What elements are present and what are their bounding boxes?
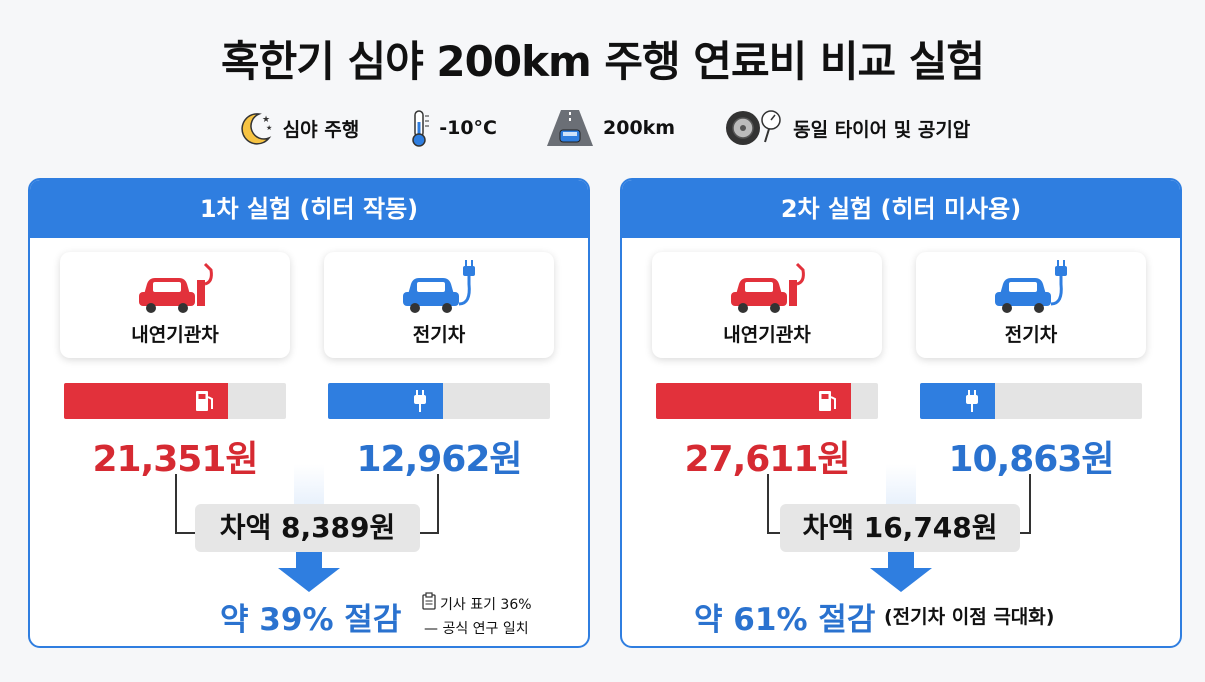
condition-label: 동일 타이어 및 공기압 [793,118,971,141]
condition-label: 200km [603,117,676,139]
ice-car-card: 내연기관차 [60,252,290,358]
ev-card: 전기차 [324,252,554,358]
fuel-pump-icon [196,391,214,411]
difference-box: 차액 16,748원 [780,504,1020,552]
note-article: 기사 표기 36% [440,597,532,613]
ice-cost-bar [656,383,878,419]
condition-distance: 200km [545,108,675,148]
ev-card: 전기차 [916,252,1146,358]
condition-tire: 동일 타이어 및 공기압 [723,108,970,148]
ev-cost-bar-fill [920,383,996,419]
ice-cost-value: 21,351원 [92,439,258,480]
saving-value: 약 39% 절감 [220,602,402,638]
road-icon [545,108,595,148]
ev-cost-bar-fill [328,383,444,419]
saving-note: (전기차 이점 극대화) [884,606,1055,628]
experiment-2-panel: 2차 실험 (히터 미사용) 내연기관차 [620,178,1182,648]
ice-car-card: 내연기관차 [652,252,882,358]
condition-label: -10°C [439,117,498,139]
test-conditions: ★ ★ 심야 주행 -10°C 20 [0,108,1205,148]
ice-cost-bar-fill [64,383,229,419]
ice-car-label: 내연기관차 [723,324,811,346]
ev-cost-value: 10,863원 [948,439,1114,480]
thermometer-icon [407,108,431,148]
down-arrow-icon [868,552,934,596]
condition-temperature: -10°C [407,108,497,148]
condition-night: ★ ★ 심야 주행 [235,108,360,148]
down-arrow-icon [276,552,342,596]
plug-icon [966,390,979,412]
clipboard-icon [422,592,436,614]
note-study: — 공식 연구 일치 [424,621,529,637]
ice-car-label: 내연기관차 [131,324,219,346]
ice-cost-bar [64,383,286,419]
ev-cost-bar [920,383,1142,419]
experiment-heading: 1차 실험 (히터 작동) [30,180,588,238]
moon-icon: ★ ★ [235,108,275,148]
experiment-1-panel: 1차 실험 (히터 작동) 내연기관차 [28,178,590,648]
condition-label: 심야 주행 [282,118,360,141]
page-title: 혹한기 심야 200km 주행 연료비 비교 실험 [220,37,985,86]
difference-box: 차액 8,389원 [195,504,420,552]
ev-label: 전기차 [1004,324,1058,346]
ev-cost-value: 12,962원 [356,439,522,480]
fuel-pump-icon [819,391,837,411]
plug-icon [414,390,427,412]
ev-cost-bar [328,383,550,419]
tire-gauge-icon [723,108,785,148]
svg-text:★: ★ [262,115,270,125]
ice-cost-bar-fill [656,383,852,419]
saving-value: 약 61% 절감 [694,602,876,638]
experiment-heading: 2차 실험 (히터 미사용) [622,180,1180,238]
svg-text:★: ★ [266,124,272,132]
ev-label: 전기차 [412,324,466,346]
ice-cost-value: 27,611원 [684,439,850,480]
